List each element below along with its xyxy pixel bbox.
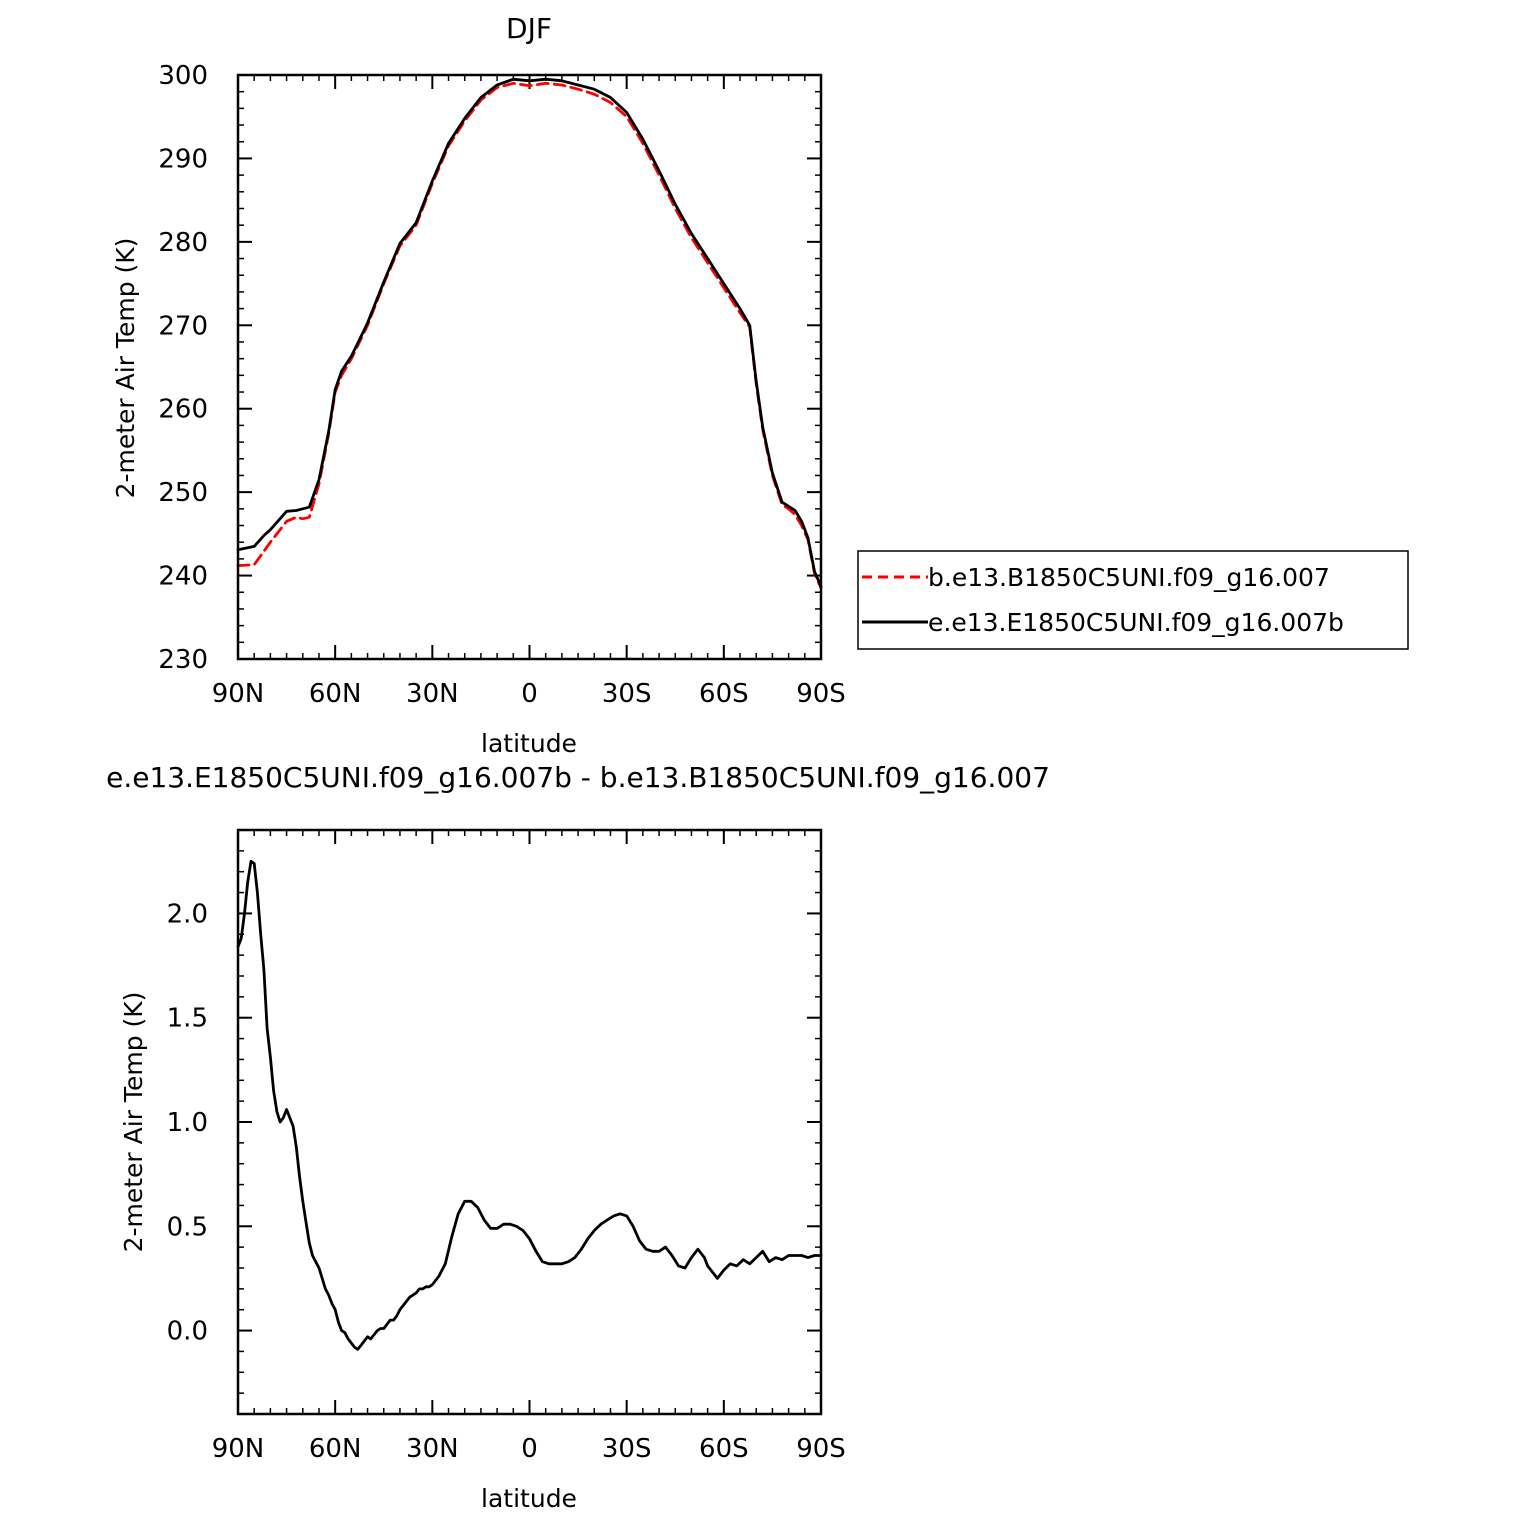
legend: b.e13.B1850C5UNI.f09_g16.007 e.e13.E1850… [857,550,1409,650]
y-tick-label: 260 [158,395,208,425]
y-tick-label: 250 [158,478,208,508]
y-tick-label: 270 [158,311,208,341]
y-tick-label: 240 [158,562,208,592]
x-tick-label: 90S [796,1434,846,1464]
legend-label-control: b.e13.B1850C5UNI.f09_g16.007 [928,563,1330,592]
difference-title: e.e13.E1850C5UNI.f09_g16.007b - b.e13.B1… [106,761,1050,794]
legend-label-experiment: e.e13.E1850C5UNI.f09_g16.007b [928,608,1344,637]
x-tick-label: 90S [796,679,846,709]
series-line-0 [236,859,823,1351]
y-tick-label: 230 [158,645,208,675]
y-tick-label: 280 [158,228,208,258]
x-tick-label: 0 [521,1434,538,1464]
x-tick-label: 60N [309,1434,362,1464]
y-tick-label: 1.0 [167,1108,208,1138]
y-axis-label: 2-meter Air Temp (K) [119,992,148,1253]
x-axis-label: latitude [481,1484,577,1513]
x-tick-label: 60S [699,679,749,709]
y-tick-label: 290 [158,144,208,174]
bottom-panel-difference: e.e13.E1850C5UNI.f09_g16.007b - b.e13.B1… [106,761,1050,1513]
plot-frame [236,73,823,661]
x-tick-label: 0 [521,679,538,709]
x-tick-label: 90N [212,1434,265,1464]
y-tick-label: 300 [158,61,208,91]
x-tick-label: 30S [602,1434,652,1464]
top-panel-djf: DJF latitude 2-meter Air Temp (K) 90N 60N… [111,12,846,758]
series-layer [236,859,823,1351]
chart-title: DJF [506,12,552,45]
axis-ticks: 90N 60N 30N 0 30S 60S 90S 0.0 0.5 1.0 1.5 2.0 [167,829,846,1464]
series-line-0 [236,81,823,590]
plot-frame [236,828,823,1416]
x-tick-label: 30S [602,679,652,709]
series-layer [236,77,823,590]
y-tick-label: 1.5 [167,1004,208,1034]
legend-box [857,550,1409,650]
x-tick-label: 90N [212,679,265,709]
series-line-1 [236,77,823,588]
x-tick-label: 60S [699,1434,749,1464]
x-axis-label: latitude [481,729,577,758]
x-tick-label: 30N [406,679,459,709]
y-axis-label: 2-meter Air Temp (K) [111,238,140,499]
x-tick-label: 60N [309,679,362,709]
y-tick-label: 0.5 [167,1212,208,1242]
x-tick-label: 30N [406,1434,459,1464]
y-tick-label: 0.0 [167,1317,208,1347]
y-tick-label: 2.0 [167,899,208,929]
axis-ticks: 90N 60N 30N 0 30S 60S 90S 230 240 250 260 270 280 290… [158,61,845,709]
